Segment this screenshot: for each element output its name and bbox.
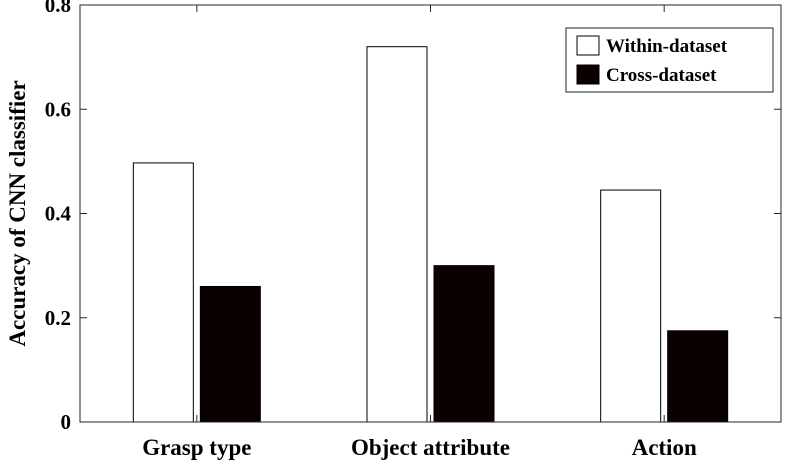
legend-swatch-cross-dataset bbox=[576, 64, 600, 85]
y-tick-label-4: 0.8 bbox=[45, 0, 71, 17]
x-tick-label-object-attribute: Object attribute bbox=[351, 435, 510, 460]
bar-cross-dataset-grasp-type bbox=[199, 285, 261, 423]
bar-cross-dataset-action bbox=[667, 330, 729, 423]
x-tick-labels: Grasp type Object attribute Action bbox=[142, 435, 697, 460]
bar-cross-dataset-object-attribute bbox=[433, 265, 495, 423]
x-tick-label-action: Action bbox=[632, 435, 697, 460]
legend-label-within-dataset: Within-dataset bbox=[606, 36, 728, 57]
axis-ticks bbox=[80, 4, 781, 423]
y-tick-label-2: 0.4 bbox=[45, 202, 72, 226]
bar-within-dataset-action bbox=[600, 189, 662, 423]
x-tick-label-grasp-type: Grasp type bbox=[142, 435, 251, 460]
legend: Within-dataset Cross-dataset bbox=[565, 27, 774, 93]
y-tick-labels: 0 0.2 0.4 0.6 0.8 bbox=[45, 0, 72, 434]
y-tick-label-3: 0.6 bbox=[45, 97, 71, 121]
legend-label-cross-dataset: Cross-dataset bbox=[606, 65, 717, 86]
y-axis-title: Accuracy of CNN classifier bbox=[5, 80, 30, 346]
y-tick-label-1: 0.2 bbox=[45, 306, 71, 330]
legend-swatch-within-dataset bbox=[576, 35, 600, 56]
bar-within-dataset-grasp-type bbox=[132, 162, 194, 423]
bars bbox=[132, 46, 729, 423]
legend-box bbox=[565, 27, 774, 93]
y-tick-label-0: 0 bbox=[61, 410, 72, 434]
bar-within-dataset-object-attribute bbox=[366, 46, 428, 423]
